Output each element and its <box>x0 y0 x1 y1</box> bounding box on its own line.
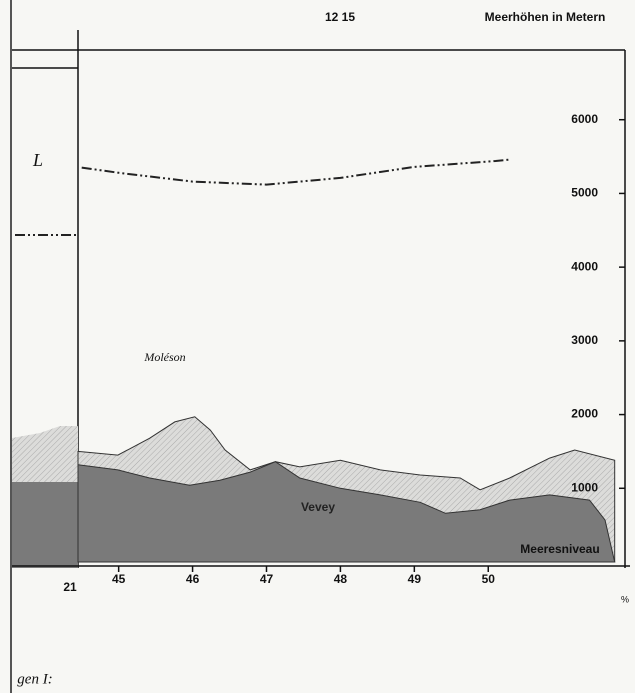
annotation: % <box>621 594 629 604</box>
x-tick-label: 47 <box>260 572 274 586</box>
annotation: Moléson <box>143 350 185 364</box>
page-edge <box>10 0 12 693</box>
y-tick-label: 2000 <box>571 407 598 421</box>
annotation: Vevey <box>301 500 335 514</box>
annotation: Meeresniveau <box>520 542 599 556</box>
x-tick-label: 45 <box>112 572 126 586</box>
x-tick-label: 48 <box>334 572 348 586</box>
x-tick-label: 49 <box>408 572 422 586</box>
x-tick-label: 46 <box>186 572 200 586</box>
chart: 12 15 Meerhöhen in Metern Moléson Vevey … <box>0 0 635 693</box>
y-tick-label: 1000 <box>571 480 598 494</box>
line <box>82 160 511 185</box>
x-tick-label: 50 <box>482 572 496 586</box>
annotation: 21 <box>63 580 77 594</box>
y-tick-label: 3000 <box>571 333 598 347</box>
legend-label: L <box>32 150 43 170</box>
y-tick-label: 4000 <box>571 259 598 273</box>
left-terrain <box>12 482 78 568</box>
y-axis-title: Meerhöhen in Metern <box>485 10 606 24</box>
annotation: 12 15 <box>325 10 355 24</box>
y-tick-label: 5000 <box>571 186 598 200</box>
annotation: gen I: <box>17 671 52 687</box>
y-tick-label: 6000 <box>571 112 598 126</box>
